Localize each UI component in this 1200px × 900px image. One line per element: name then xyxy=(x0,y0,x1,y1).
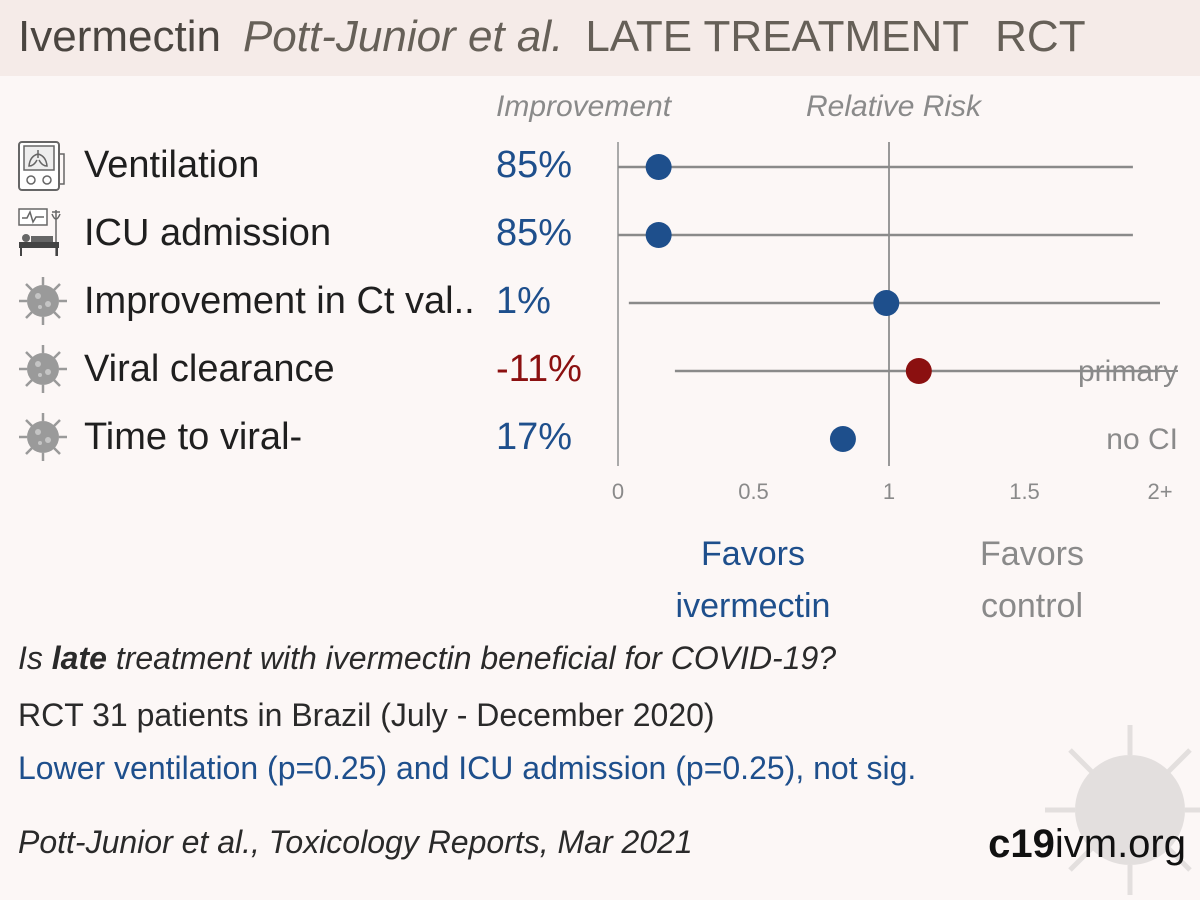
title-design: RCT xyxy=(995,12,1086,61)
improvement-value: 17% xyxy=(496,416,573,458)
study-result: Lower ventilation (p=0.25) and ICU admis… xyxy=(18,750,917,786)
improvement-value: -11% xyxy=(496,348,582,390)
title-authors: Pott-Junior et al. xyxy=(242,12,564,61)
favors-left-line1: Favors xyxy=(701,535,805,573)
ventilator-icon xyxy=(18,141,65,191)
favors-ivermectin-label: Favors ivermectin xyxy=(640,528,866,632)
site-brand[interactable]: c19ivm.org xyxy=(988,822,1186,867)
title-drug: Ivermectin xyxy=(18,12,221,61)
page-title: Ivermectin Pott-Junior et al. LATE TREATME… xyxy=(18,12,1086,62)
question-pre: Is xyxy=(18,640,52,676)
rr-point xyxy=(645,154,672,180)
brand-rest: ivm.org xyxy=(1054,822,1186,866)
x-tick-label: 1.5 xyxy=(1009,479,1040,504)
rr-point xyxy=(873,290,900,316)
icu-bed-icon xyxy=(18,208,61,256)
x-tick-label: 0.5 xyxy=(738,479,769,504)
favors-right-line2: control xyxy=(980,587,1084,625)
favors-left-line2: ivermectin xyxy=(675,587,831,625)
improvement-value: 85% xyxy=(496,212,573,254)
virus-icon xyxy=(19,413,67,461)
study-design: RCT 31 patients in Brazil (July - Decemb… xyxy=(18,697,715,733)
outcome-label: Time to viral- xyxy=(84,416,303,458)
no-ci-annotation: no CI xyxy=(1106,423,1178,456)
outcome-label: Ventilation xyxy=(84,144,260,186)
study-question: Is late treatment with ivermectin benefi… xyxy=(18,640,836,677)
outcome-label: Viral clearance xyxy=(84,348,335,390)
rr-point xyxy=(829,426,856,452)
improvement-column-header: Improvement xyxy=(496,90,672,123)
citation: Pott-Junior et al., Toxicology Reports, … xyxy=(18,824,693,860)
question-post: treatment with ivermectin beneficial for… xyxy=(106,640,837,676)
header-bar xyxy=(0,0,1200,76)
question-bold: late xyxy=(51,640,107,676)
outcome-label: ICU admission xyxy=(84,212,332,254)
relative-risk-column-header: Relative Risk xyxy=(806,90,982,123)
rr-point xyxy=(645,222,672,248)
outcome-label: Improvement in Ct val.. xyxy=(84,280,475,322)
virus-icon xyxy=(19,345,67,393)
brand-bold: c19 xyxy=(988,822,1055,866)
improvement-value: 1% xyxy=(496,280,551,322)
favors-control-label: Favors control xyxy=(934,528,1130,632)
favors-right-line1: Favors xyxy=(980,535,1084,573)
title-stage: LATE TREATMENT xyxy=(585,12,970,61)
x-tick-label: 1 xyxy=(883,479,895,504)
virus-icon xyxy=(19,277,67,325)
x-tick-label: 2+ xyxy=(1147,479,1172,504)
improvement-value: 85% xyxy=(496,144,573,186)
virus-watermark-icon xyxy=(1045,725,1200,895)
rr-point xyxy=(905,358,932,384)
x-tick-label: 0 xyxy=(612,479,624,504)
